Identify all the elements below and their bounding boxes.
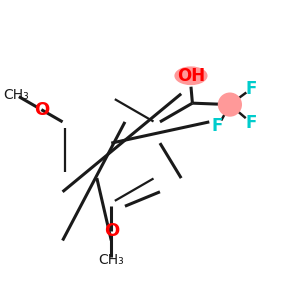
Circle shape bbox=[218, 92, 242, 117]
Text: F: F bbox=[246, 80, 257, 98]
Text: F: F bbox=[211, 117, 223, 135]
Text: F: F bbox=[246, 114, 257, 132]
Ellipse shape bbox=[174, 66, 208, 85]
Text: CH₃: CH₃ bbox=[4, 88, 29, 102]
Text: CH₃: CH₃ bbox=[98, 253, 124, 267]
Text: O: O bbox=[34, 100, 49, 118]
Text: OH: OH bbox=[177, 67, 205, 85]
Text: O: O bbox=[103, 222, 119, 240]
